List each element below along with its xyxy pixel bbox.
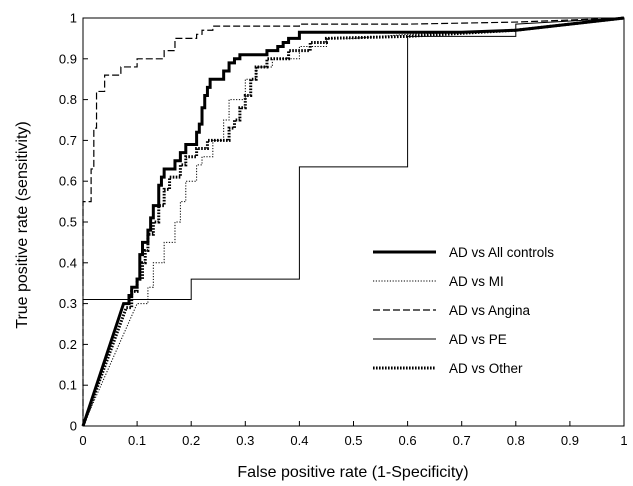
- x-tick-label: 0.8: [507, 433, 525, 448]
- y-tick-labels: 0 0.1 0.2 0.3 0.4 0.5 0.6 0.7 0.8 0.9 1: [59, 11, 77, 434]
- x-tick-labels: 0 0.1 0.2 0.3 0.4 0.5 0.6 0.7 0.8 0.9 1: [79, 433, 627, 448]
- x-tick-label: 0.7: [453, 433, 471, 448]
- y-tick-label: 0.6: [59, 174, 77, 189]
- tick-marks: [82, 17, 625, 427]
- y-tick-label: 0.9: [59, 51, 77, 66]
- x-tick-label: 0.6: [399, 433, 417, 448]
- series-line-ad-vs-other: [81, 16, 625, 427]
- y-tick-label: 1: [70, 11, 77, 26]
- y-tick-label: 0.3: [59, 296, 77, 311]
- x-tick-label: 0.1: [128, 433, 146, 448]
- x-tick-label: 0.5: [344, 433, 362, 448]
- series-lines: [81, 16, 625, 427]
- y-axis-label: True positive rate (sensitivity): [14, 121, 31, 328]
- series-line-ad-vs-all-controls: [81, 16, 625, 427]
- x-tick-label: 0.3: [236, 433, 254, 448]
- y-tick-label: 0.5: [59, 215, 77, 230]
- x-tick-label: 0: [79, 433, 86, 448]
- series-line-ad-vs-mi: [82, 17, 625, 427]
- legend-label: AD vs MI: [449, 274, 504, 289]
- plot-frame: [82, 17, 625, 427]
- y-tick-label: 0.1: [59, 378, 77, 393]
- legend-label: AD vs Other: [449, 361, 523, 376]
- legend-label: AD vs Angina: [449, 303, 531, 318]
- y-tick-label: 0.7: [59, 133, 77, 148]
- y-tick-label: 0: [70, 419, 77, 434]
- axes: [82, 17, 625, 427]
- y-tick-label: 0.8: [59, 92, 77, 107]
- series-line-ad-vs-angina: [82, 17, 625, 426]
- legend-label: AD vs PE: [449, 332, 507, 347]
- y-tick-label: 0.2: [59, 337, 77, 352]
- x-tick-label: 0.4: [290, 433, 308, 448]
- y-tick-label: 0.4: [59, 255, 77, 270]
- legend-label: AD vs All controls: [449, 245, 554, 260]
- x-tick-label: 1: [620, 433, 627, 448]
- legend: AD vs All controls AD vs MI AD vs Angina AD…: [373, 245, 554, 376]
- x-axis-label: False positive rate (1-Specificity): [237, 464, 468, 481]
- series-line-ad-vs-pe: [82, 17, 625, 426]
- x-tick-label: 0.2: [182, 433, 200, 448]
- x-tick-label: 0.9: [561, 433, 579, 448]
